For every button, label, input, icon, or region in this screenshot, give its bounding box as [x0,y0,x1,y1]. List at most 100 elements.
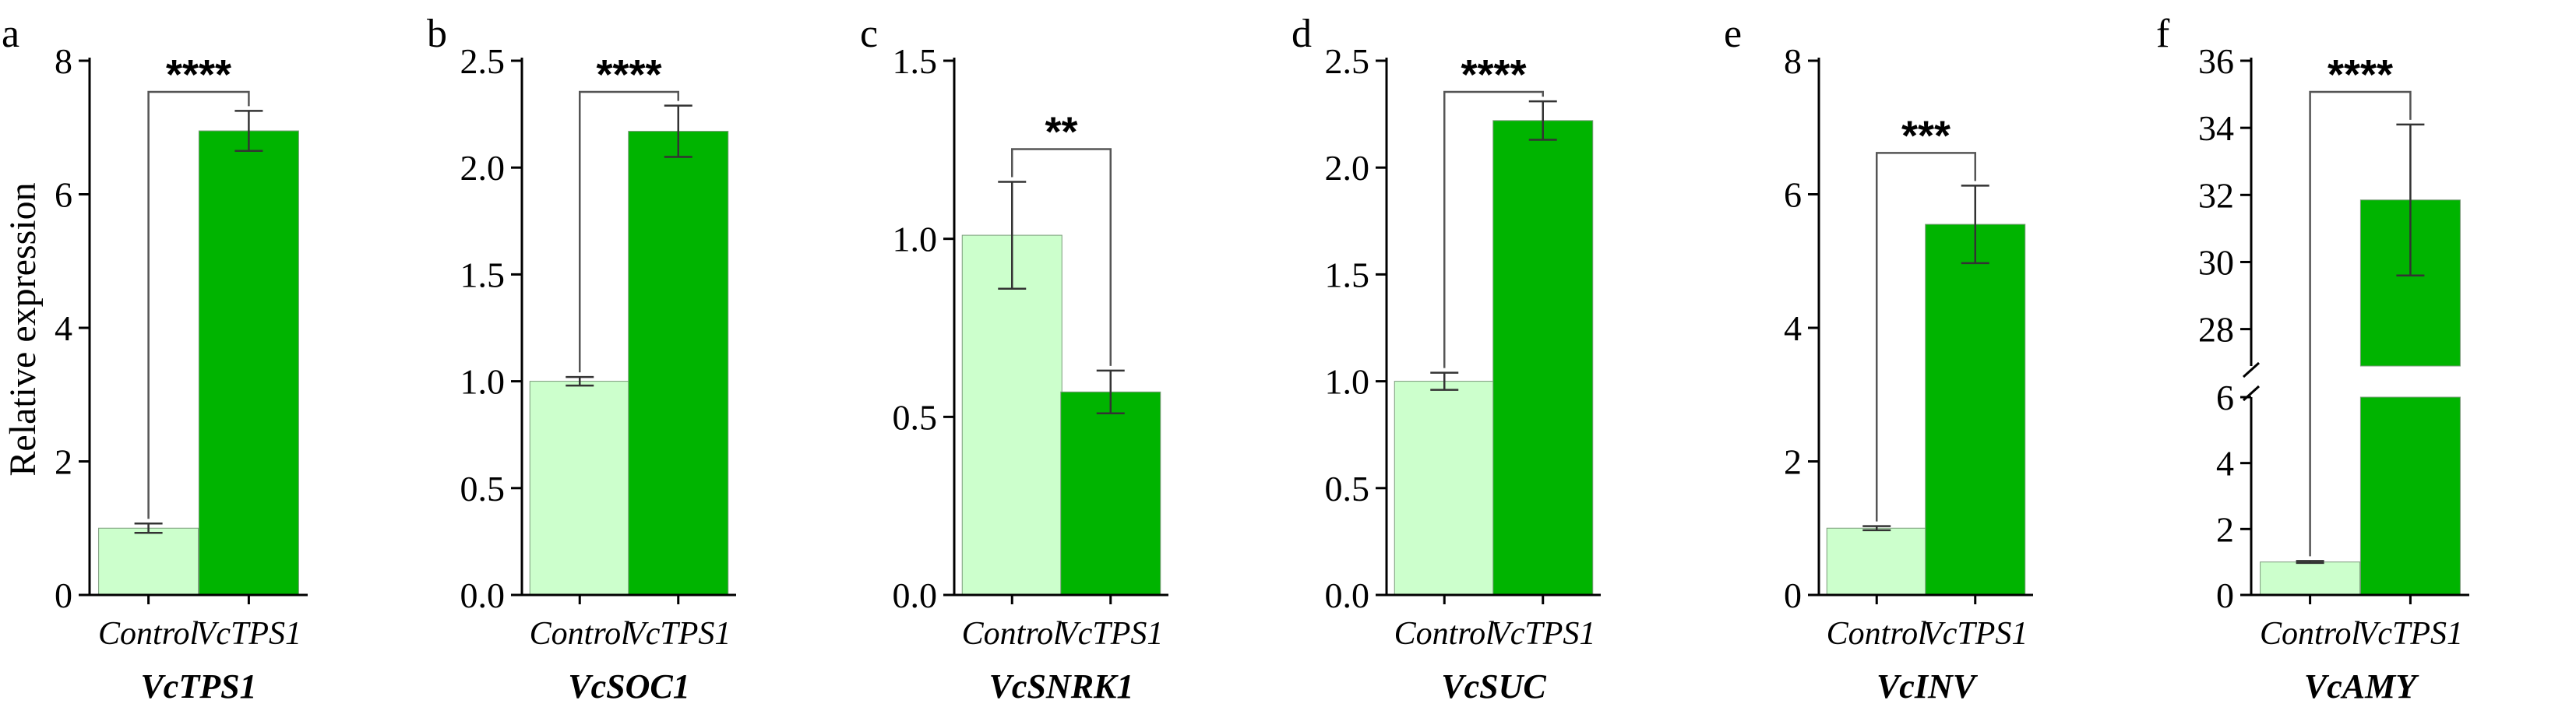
significance-bracket [147,90,250,519]
bar-control [1394,381,1495,596]
bar-vctps1 [628,131,729,596]
bar-control [529,381,630,596]
y-tick-label: 0 [55,575,72,615]
x-tick-label: Control [98,616,199,652]
x-tick-label: Control [2260,616,2360,652]
y-tick-label: 1.0 [1325,362,1370,402]
y-tick-label: 0 [2216,575,2234,615]
y-tick-label: 2 [55,442,72,482]
bracket-line [2309,90,2412,557]
y-tick-label: 0.0 [460,575,506,615]
significance-label: **** [1461,51,1526,98]
panel-letter: c [860,12,878,56]
y-tick-label: 34 [2198,108,2234,148]
bar-control [98,527,199,596]
y-tick-label: 2.5 [1325,41,1370,81]
significance-label: **** [2328,51,2393,98]
significance-bracket [1011,148,1112,366]
significance-bracket [579,90,679,373]
bar-control [1826,527,1927,596]
significance-bracket [1876,152,1976,522]
bracket-line [579,90,679,373]
bracket-line [1011,148,1112,366]
y-tick-label: 0.0 [1325,575,1370,615]
x-tick-label: VcTPS1 [1922,616,2028,652]
y-axis-label: Relative expression [2,182,44,476]
x-tick-label: VcTPS1 [196,616,301,652]
bracket-line [147,90,250,519]
y-tick-label: 2 [2216,509,2234,549]
panel-letter: d [1292,12,1312,56]
panel-letter: f [2156,12,2170,56]
error-bar-control [566,375,594,387]
y-tick-label: 32 [2198,175,2234,215]
panel-title: VcSNRK1 [989,667,1134,706]
y-tick-label: 6 [55,175,72,215]
x-tick-label: Control [962,616,1062,652]
bar-control [2260,561,2361,596]
error-bar-control [1862,525,1891,532]
panel-title: VcINV [1876,667,1979,706]
y-tick-label: 2.5 [460,41,506,81]
x-tick-label: VcTPS1 [625,616,731,652]
y-tick-label: 6 [1784,175,1802,215]
y-tick-label: 1.0 [893,220,938,259]
significance-bracket [2309,90,2412,557]
y-tick-label: 30 [2198,242,2234,282]
y-tick-label: 4 [2216,444,2234,484]
y-tick-label: 1.5 [893,41,938,81]
error-bar-control [1430,371,1459,391]
bar-vctps1 [1060,391,1161,596]
x-tick-label: VcTPS1 [1058,616,1163,652]
y-tick-label: 4 [1784,308,1802,348]
bracket-line [1876,152,1976,522]
bracket-line [1443,90,1544,368]
significance-label: ** [1045,108,1077,155]
x-tick-label: Control [1394,616,1495,652]
y-tick-label: 0.5 [893,397,938,437]
panel-title: VcAMY [2304,667,2419,706]
panel-title: VcTPS1 [140,667,256,706]
y-tick-label: 1.0 [460,362,506,402]
y-tick-label: 6 [2216,378,2234,417]
panel-letter: e [1724,12,1742,56]
error-bar-control [998,181,1027,290]
panel-letter: b [427,12,447,56]
y-tick-label: 1.5 [1325,255,1370,294]
y-tick-label: 8 [55,41,72,81]
error-bar-vctps1 [234,110,263,153]
significance-label: **** [596,51,661,98]
bar-control [961,234,1062,596]
x-tick-label: VcTPS1 [1490,616,1595,652]
y-tick-label: 1.5 [460,255,506,294]
error-bar-vctps1 [1528,100,1557,141]
y-tick-label: 4 [55,308,72,348]
x-tick-label: VcTPS1 [2358,616,2463,652]
significance-label: **** [166,51,231,98]
significance-label: *** [1901,112,1951,159]
y-tick-label: 2 [1784,442,1802,482]
y-tick-label: 0.5 [460,469,506,509]
y-tick-label: 2.0 [1325,148,1370,188]
y-tick-label: 28 [2198,310,2234,350]
y-tick-label: 8 [1784,41,1802,81]
y-tick-label: 2.0 [460,148,506,188]
y-tick-label: 0.0 [893,575,938,615]
x-tick-label: Control [1827,616,1927,652]
y-tick-label: 0.5 [1325,469,1370,509]
error-bar-control [2296,560,2324,565]
bar-vctps1-lower [2359,396,2461,596]
panel-title: VcSOC1 [568,667,689,706]
panel-letter: a [2,12,19,56]
significance-bracket [1443,90,1544,368]
bar-vctps1 [1925,223,2026,596]
y-tick-label: 0 [1784,575,1802,615]
axis-break-mark [2242,361,2261,378]
x-tick-label: Control [530,616,630,652]
